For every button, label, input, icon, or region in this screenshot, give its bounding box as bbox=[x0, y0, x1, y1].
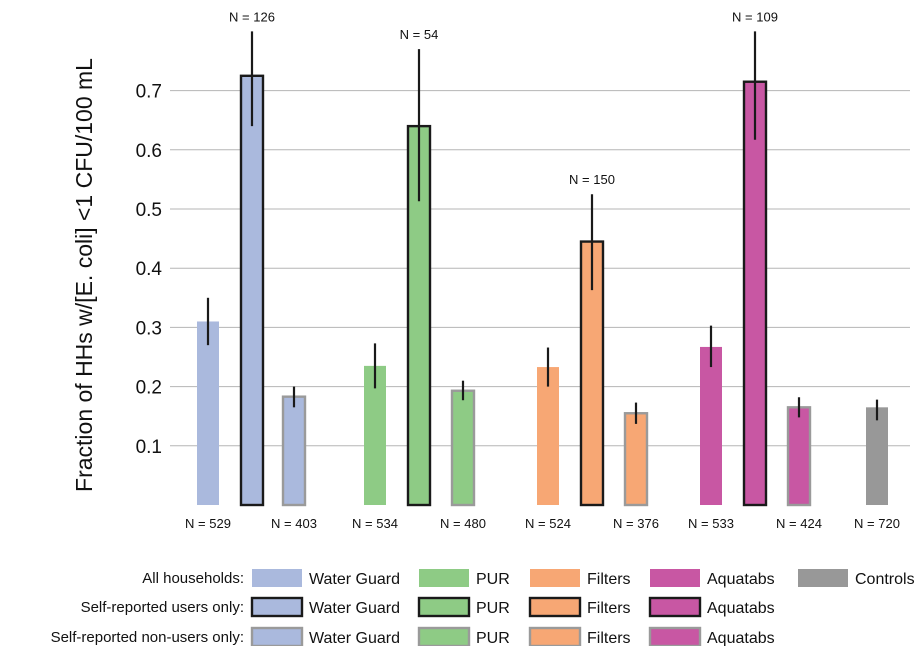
n-label: N = 534 bbox=[352, 516, 398, 531]
bar-pur-nonusers: N = 480 bbox=[440, 380, 486, 531]
legend-swatch bbox=[417, 596, 471, 618]
legend-label: Water Guard bbox=[309, 630, 400, 646]
legend-swatch bbox=[650, 569, 700, 587]
bar-rect bbox=[786, 406, 812, 507]
y-tick-label: 0.2 bbox=[136, 378, 162, 399]
n-label: N = 109 bbox=[732, 9, 778, 24]
bar-rect bbox=[623, 412, 649, 507]
bars: N = 529 N = 126 N = 403 N = 534 N = 54 N = 48… bbox=[185, 9, 900, 531]
legend-item-aquatabs-users: Aquatabs bbox=[648, 596, 775, 618]
legend-swatch bbox=[250, 626, 304, 646]
legend-swatch bbox=[530, 569, 580, 587]
legend-item-water-guard-nonusers: Water Guard bbox=[250, 626, 400, 646]
bar-rect bbox=[239, 74, 265, 507]
legend-item-water-guard-users: Water Guard bbox=[250, 596, 400, 618]
n-label: N = 424 bbox=[776, 516, 822, 531]
n-label: N = 54 bbox=[400, 27, 439, 42]
legend-row-label: Self-reported users only: bbox=[81, 599, 244, 616]
y-tick-label: 0.6 bbox=[136, 141, 162, 162]
legend-label: Filters bbox=[587, 630, 631, 646]
legend: All households: Water Guard PUR Filters Aqua… bbox=[51, 569, 915, 646]
bar-aquatabs-all: N = 533 bbox=[688, 325, 734, 531]
y-tick-label: 0.5 bbox=[136, 200, 162, 221]
legend-swatch bbox=[419, 569, 469, 587]
legend-swatch bbox=[528, 596, 582, 618]
legend-swatch bbox=[648, 596, 702, 618]
legend-item-pur-all: PUR bbox=[419, 569, 510, 588]
legend-label: Aquatabs bbox=[707, 571, 775, 588]
legend-item-water-guard-all: Water Guard bbox=[252, 569, 400, 588]
bar-rect bbox=[700, 346, 722, 505]
bar-filters-all: N = 524 bbox=[525, 347, 571, 531]
legend-item-controls-all: Controls bbox=[798, 569, 915, 588]
bar-water-guard-users: N = 126 bbox=[229, 9, 275, 507]
legend-label: Aquatabs bbox=[707, 630, 775, 646]
bar-rect bbox=[866, 407, 888, 505]
legend-label: Filters bbox=[587, 571, 631, 588]
legend-label: Water Guard bbox=[309, 571, 400, 588]
legend-label: PUR bbox=[476, 630, 510, 646]
legend-row-label: Self-reported non-users only: bbox=[51, 629, 244, 646]
legend-item-pur-nonusers: PUR bbox=[417, 626, 510, 646]
n-label: N = 480 bbox=[440, 516, 486, 531]
legend-row-label: All households: bbox=[142, 570, 244, 587]
bar-rect bbox=[281, 395, 307, 507]
legend-item-filters-nonusers: Filters bbox=[528, 626, 631, 646]
bar-rect bbox=[450, 389, 476, 507]
y-tick-label: 0.3 bbox=[136, 318, 162, 339]
legend-swatch bbox=[528, 626, 582, 646]
legend-swatch bbox=[250, 596, 304, 618]
bar-rect bbox=[742, 80, 768, 507]
y-axis-label: Fraction of HHs w/[E. coli] <1 CFU/100 m… bbox=[71, 58, 97, 492]
bar-aquatabs-users: N = 109 bbox=[732, 9, 778, 507]
legend-swatch bbox=[798, 569, 848, 587]
legend-label: PUR bbox=[476, 571, 510, 588]
legend-item-pur-users: PUR bbox=[417, 596, 510, 618]
legend-label: Filters bbox=[587, 600, 631, 617]
n-label: N = 529 bbox=[185, 516, 231, 531]
legend-row-all: All households: Water Guard PUR Filters Aqua… bbox=[142, 569, 915, 588]
bar-rect bbox=[364, 365, 386, 505]
n-label: N = 720 bbox=[854, 516, 900, 531]
bar-water-guard-all: N = 529 bbox=[185, 297, 231, 531]
bar-rect bbox=[197, 321, 219, 505]
bar-filters-users: N = 150 bbox=[569, 172, 615, 507]
n-label: N = 126 bbox=[229, 9, 275, 24]
legend-swatch bbox=[417, 626, 471, 646]
legend-item-aquatabs-nonusers: Aquatabs bbox=[648, 626, 775, 646]
bar-controls-all: N = 720 bbox=[854, 399, 900, 531]
bar-filters-nonusers: N = 376 bbox=[613, 402, 659, 531]
n-label: N = 524 bbox=[525, 516, 571, 531]
n-label: N = 533 bbox=[688, 516, 734, 531]
legend-label: Controls bbox=[855, 571, 915, 588]
bar-aquatabs-nonusers: N = 424 bbox=[776, 397, 822, 531]
y-tick-label: 0.7 bbox=[136, 82, 162, 103]
y-tick-label: 0.4 bbox=[136, 259, 163, 280]
y-tick-label: 0.1 bbox=[136, 437, 162, 458]
legend-swatch bbox=[648, 626, 702, 646]
n-label: N = 376 bbox=[613, 516, 659, 531]
bar-water-guard-nonusers: N = 403 bbox=[271, 386, 317, 531]
bar-pur-all: N = 534 bbox=[352, 343, 398, 531]
n-label: N = 150 bbox=[569, 172, 615, 187]
legend-label: PUR bbox=[476, 600, 510, 617]
legend-row-nonusers: Self-reported non-users only: Water Guard… bbox=[51, 626, 775, 646]
bar-pur-users: N = 54 bbox=[400, 27, 439, 507]
legend-label: Water Guard bbox=[309, 600, 400, 617]
y-tick-labels: 0.1 0.2 0.3 0.4 0.5 0.6 0.7 bbox=[136, 82, 163, 458]
n-label: N = 403 bbox=[271, 516, 317, 531]
bar-rect bbox=[537, 367, 559, 505]
legend-item-aquatabs-all: Aquatabs bbox=[650, 569, 775, 588]
legend-label: Aquatabs bbox=[707, 600, 775, 617]
legend-item-filters-users: Filters bbox=[528, 596, 631, 618]
legend-swatch bbox=[252, 569, 302, 587]
legend-row-users: Self-reported users only: Water Guard PUR F… bbox=[81, 596, 775, 618]
legend-item-filters-all: Filters bbox=[530, 569, 631, 588]
